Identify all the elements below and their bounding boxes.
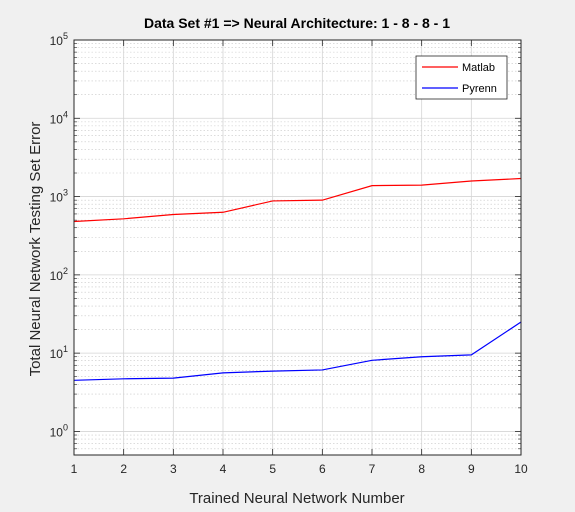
plot-area <box>74 40 521 455</box>
legend-box <box>415 55 508 100</box>
x-tick-label: 4 <box>220 462 227 476</box>
x-tick-label: 5 <box>269 462 276 476</box>
x-tick-label: 1 <box>71 462 78 476</box>
x-tick-label: 6 <box>319 462 326 476</box>
y-tick-label: 104 <box>50 109 68 126</box>
y-tick-label: 105 <box>50 31 68 48</box>
legend-label-matlab: Matlab <box>462 62 495 74</box>
chart-title: Data Set #1 => Neural Architecture: 1 - … <box>144 15 450 31</box>
x-axis-ticks: 1 2 3 4 5 6 7 8 9 10 <box>71 40 528 476</box>
y-tick-label: 103 <box>50 188 68 205</box>
y-tick-label: 100 <box>50 422 68 439</box>
x-tick-label: 7 <box>369 462 376 476</box>
y-axis-label: Total Neural Network Testing Set Error <box>27 122 44 377</box>
y-tick-label: 101 <box>50 344 68 361</box>
series-line-matlab <box>73 177 522 223</box>
x-tick-label: 8 <box>418 462 425 476</box>
x-axis-label: Trained Neural Network Number <box>189 490 404 507</box>
y-tick-label: 102 <box>50 266 68 283</box>
x-tick-label: 2 <box>120 462 127 476</box>
x-tick-label: 10 <box>514 462 528 476</box>
legend-label-pyrenn: Pyrenn <box>462 83 497 95</box>
y-axis-ticks: 100 101 102 103 104 105 <box>50 31 521 450</box>
series-line-pyrenn <box>73 321 522 381</box>
legend: Matlab Pyrenn <box>415 55 508 100</box>
x-tick-label: 3 <box>170 462 177 476</box>
x-tick-label: 9 <box>468 462 475 476</box>
plot-frame <box>73 39 522 456</box>
